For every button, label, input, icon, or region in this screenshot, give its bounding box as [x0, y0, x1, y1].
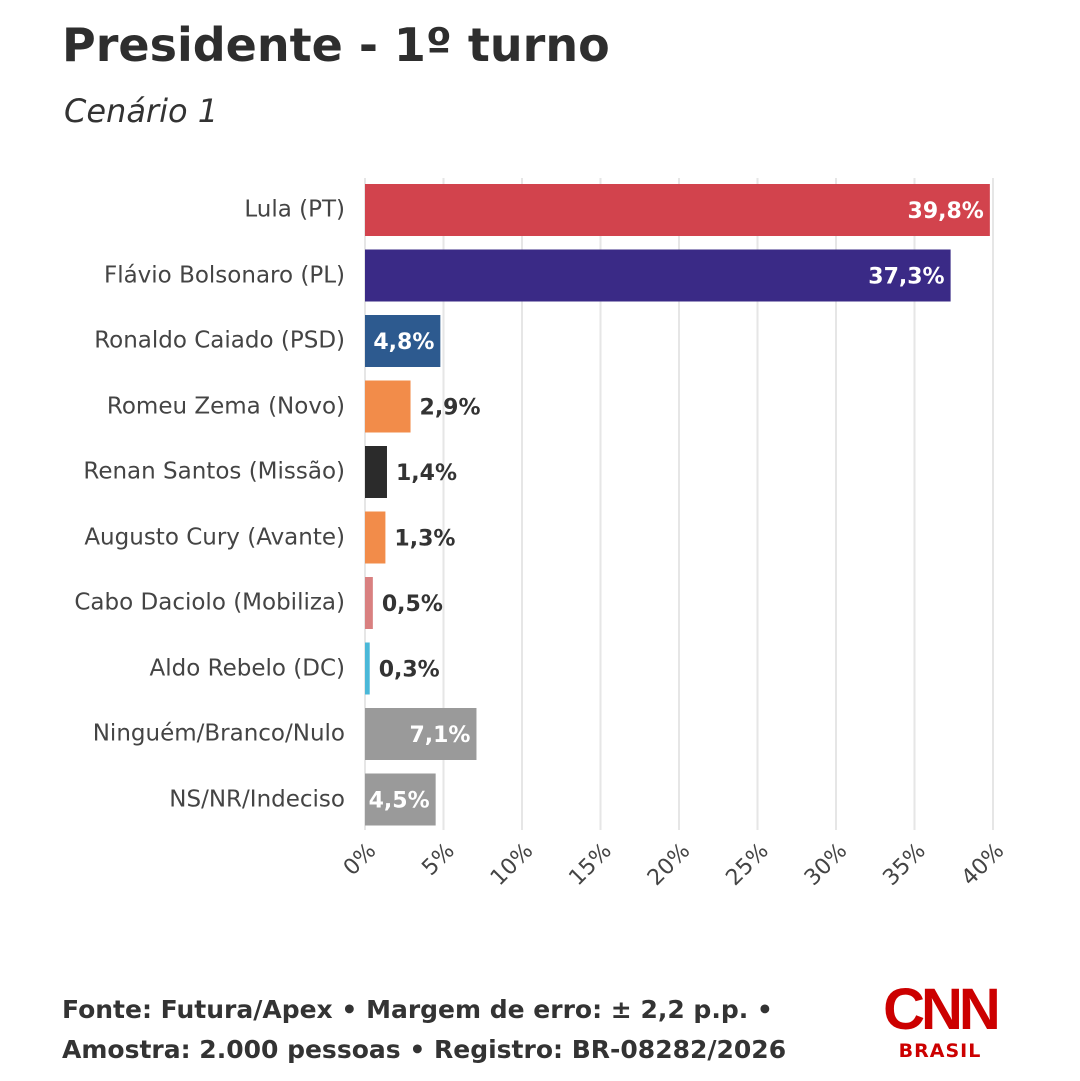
category-label: Augusto Cury (Avante)	[84, 524, 345, 550]
category-label: Lula (PT)	[244, 196, 345, 223]
source-line: Fonte: Futura/Apex • Margem de erro: ± 2…	[62, 995, 773, 1024]
value-label: 1,4%	[396, 461, 457, 486]
bar	[365, 773, 436, 826]
value-label: 37,3%	[868, 265, 944, 290]
value-label: 0,5%	[382, 592, 443, 617]
category-label: Cabo Daciolo (Mobiliza)	[74, 589, 345, 616]
bar	[365, 380, 411, 433]
bar	[365, 577, 373, 629]
category-label: Ninguém/Branco/Nulo	[92, 720, 345, 747]
value-label: 0,3%	[379, 658, 440, 683]
logo-sub: BRASIL	[898, 1040, 982, 1062]
value-label: 2,9%	[420, 396, 481, 421]
value-label: 39,8%	[908, 199, 984, 224]
chart: 0% 5% 10% 15% 20% 25% 30% 35% 40% 39,8% 37,3% 4,8% 2…	[339, 178, 1009, 891]
value-label: 4,8%	[373, 330, 434, 355]
category-label: Flávio Bolsonaro (PL)	[103, 262, 345, 288]
x-tick-label: 5%	[417, 839, 459, 881]
chart-subtitle: Cenário 1	[64, 92, 219, 130]
category-label: Aldo Rebelo (DC)	[149, 655, 345, 681]
bar	[365, 642, 370, 695]
x-tick-label: 0%	[339, 839, 381, 881]
chart-title: Presidente - 1º turno	[62, 18, 610, 72]
value-label: 1,3%	[394, 527, 455, 552]
logo-name: CNN	[883, 977, 1001, 1042]
x-tick-label: 40%	[957, 839, 1009, 891]
bar	[365, 184, 990, 236]
category-label: Romeu Zema (Novo)	[106, 393, 345, 419]
logo: CNN BRASIL	[880, 977, 1001, 1063]
value-label: 7,1%	[409, 723, 470, 748]
x-tick-label: 15%	[564, 839, 616, 891]
source: Fonte: Futura/Apex • Margem de erro: ± 2…	[62, 990, 786, 1070]
x-tick-label: 10%	[486, 839, 538, 891]
x-tick-label: 20%	[643, 839, 695, 891]
bar	[365, 708, 477, 760]
category-label: NS/NR/Indeciso	[169, 786, 345, 812]
source-line: Amostra: 2.000 pessoas • Registro: BR-08…	[62, 1035, 787, 1064]
bar	[365, 315, 441, 367]
bar	[365, 511, 386, 564]
bar	[365, 249, 951, 302]
category-label: Renan Santos (Missão)	[83, 458, 345, 485]
category-label: Ronaldo Caiado (PSD)	[94, 327, 345, 354]
x-tick-label: 30%	[800, 839, 852, 891]
x-tick-label: 25%	[721, 839, 773, 891]
bar	[365, 446, 387, 498]
x-tick-label: 35%	[878, 839, 930, 891]
value-label: 4,5%	[369, 789, 430, 814]
